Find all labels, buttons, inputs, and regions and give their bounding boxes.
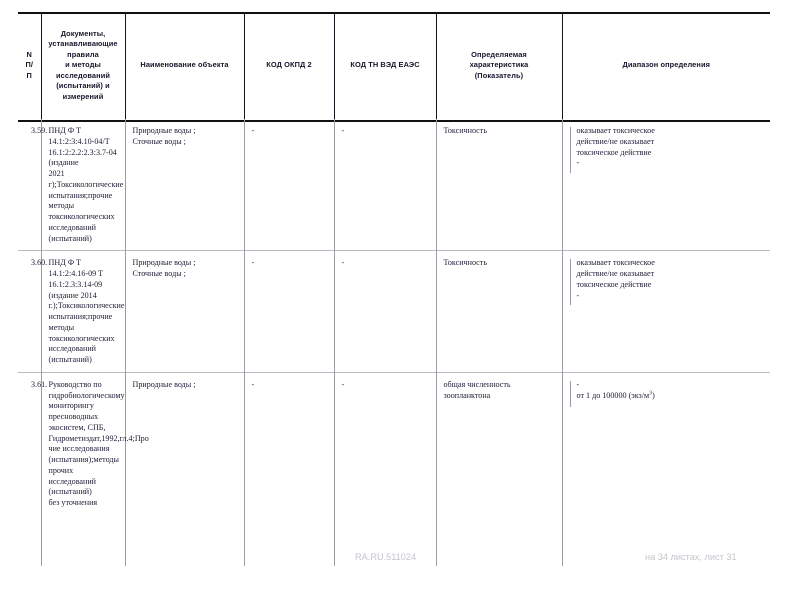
table-row: 3.61. Руководство по гидробиологическому… (18, 371, 770, 566)
column-header-object-name: Наименование объекта (124, 12, 244, 119)
tnved-value: - (341, 126, 345, 135)
row-document: ПНД Ф Т 14.1:2:3:4.10-04/Т 16.1:2:2.2:2.… (40, 119, 125, 251)
page-pagination: на 34 листах, лист 31 (645, 552, 737, 562)
row-okpd2: - (243, 250, 334, 373)
range-value-exponent: 3 (649, 389, 653, 396)
okpd2-value: - (251, 126, 255, 135)
range-line-dash: - (576, 379, 580, 389)
row-number: 3.60. (18, 250, 47, 373)
row-range: оказывает токсическое действие/не оказыв… (561, 250, 770, 373)
row-number: 3.59. (31, 126, 48, 135)
column-header-documents: Документы, устанавливающие правила и мет… (40, 12, 125, 119)
row-object: Природные воды ; Сточные воды ; (124, 250, 244, 373)
row-characteristic: Токсичность (435, 119, 562, 251)
row-range: оказывает токсическое действие/не оказыв… (561, 119, 770, 251)
row-tnved: - (333, 250, 436, 373)
range-text: оказывает токсическое действие/не оказыв… (569, 126, 765, 173)
row-object: Природные воды ; (124, 371, 244, 566)
table-header-row: N П/П Документы, устанавливающие правила… (18, 12, 770, 119)
registry-number: RA.RU.511024 (355, 552, 417, 562)
table-row: 3.59. ПНД Ф Т 14.1:2:3:4.10-04/Т 16.1:2:… (18, 119, 770, 251)
row-okpd2: - (243, 371, 334, 566)
range-text: оказывает токсическое действие/не оказыв… (569, 258, 765, 306)
column-header-determination-range: Диапазон определения (561, 12, 770, 119)
range-text: - от 1 до 100000 (экз/м3) (569, 379, 765, 407)
row-tnved: - (333, 119, 436, 251)
row-document: ПНД Ф Т 14.1:2:4.16-09 Т 16.1:2.3:3.14-0… (40, 250, 125, 373)
table-row: 3.60. ПНД Ф Т 14.1:2:4.16-09 Т 16.1:2.3:… (18, 250, 770, 373)
okpd2-value: - (251, 258, 255, 268)
row-okpd2: - (243, 119, 334, 251)
range-value-prefix: от 1 до 100000 (экз/м (576, 390, 650, 400)
row-characteristic: Токсичность (435, 250, 562, 373)
okpd2-value: - (251, 379, 255, 389)
accreditation-scope-table: N П/П Документы, устанавливающие правила… (18, 12, 770, 566)
row-document: Руководство по гидробиологическому монит… (40, 371, 149, 566)
row-object: Природные воды ; Сточные воды ; (124, 119, 244, 251)
column-header-characteristic: Определяемая характеристика (Показатель) (435, 12, 562, 119)
row-characteristic: общая численность зоопланктона (435, 371, 562, 566)
range-line-value: от 1 до 100000 (экз/м3) (576, 389, 765, 402)
tnved-value: - (341, 379, 345, 389)
row-tnved: - (333, 371, 436, 566)
row-range: - от 1 до 100000 (экз/м3) (561, 371, 770, 566)
column-header-number: N П/П (25, 49, 34, 80)
row-number: 3.61. (18, 371, 47, 566)
column-header-tnved-code: КОД ТН ВЭД ЕАЭС (333, 12, 436, 119)
range-value-suffix: ) (652, 390, 655, 400)
page-footer: RA.RU.511024 на 34 листах, лист 31 (0, 552, 800, 570)
column-header-okpd2-code: КОД ОКПД 2 (243, 12, 334, 119)
tnved-value: - (341, 258, 345, 268)
